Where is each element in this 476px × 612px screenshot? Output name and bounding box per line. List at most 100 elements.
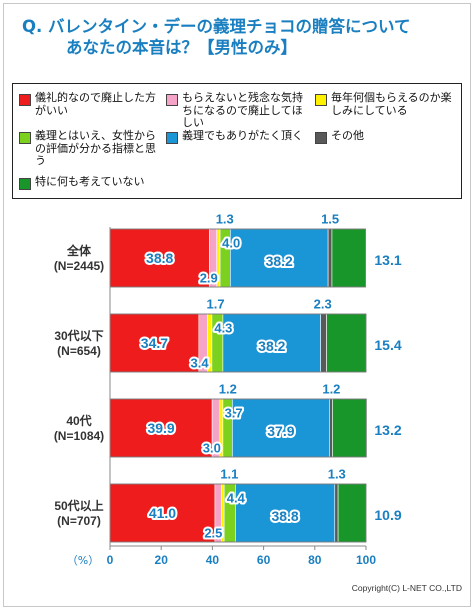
data-label-halo: 1.5 <box>321 212 339 227</box>
bar-segment <box>326 313 367 373</box>
data-label-halo: 1.2 <box>219 382 237 397</box>
data-label-halo: 3.0 <box>203 441 221 456</box>
x-tick-label: 40 <box>206 553 220 567</box>
bar-segment <box>222 313 321 373</box>
x-tick-label: 80 <box>308 553 322 567</box>
bar-segment <box>320 313 327 373</box>
legend-item: 特に何も考えていない <box>19 175 319 190</box>
bar-segment <box>334 483 339 543</box>
x-tick-label: 60 <box>257 553 271 567</box>
data-label-halo: 4.4 <box>227 491 246 506</box>
x-tick-label: 20 <box>155 553 169 567</box>
x-tick-label: 100 <box>356 553 376 567</box>
legend-label: その他 <box>331 129 364 142</box>
data-label: 1.3 <box>328 467 346 482</box>
title-line-2: あなたの本音は？【男性のみ】 <box>66 38 297 57</box>
legend-swatch <box>19 132 31 144</box>
data-label-halo: 3.7 <box>225 406 243 421</box>
data-label: 13.1 <box>374 252 401 268</box>
bar-segment <box>337 483 367 543</box>
data-label-halo: 13.2 <box>374 422 401 438</box>
bar-segment <box>109 483 216 543</box>
legend-label: 儀礼的なので廃止した方がいい <box>35 91 156 117</box>
data-label: 4.4 <box>227 491 246 506</box>
data-label: 38.8 <box>271 508 298 524</box>
data-label-halo: 34.7 <box>141 335 168 351</box>
data-label-halo: 39.9 <box>147 420 174 436</box>
chart-title: Q. バレンタイン・デーの義理チョコの贈答について あなたの本音は？【男性のみ】 <box>22 16 462 58</box>
legend-item: 毎年何個もらえるのか楽しみにしている <box>315 91 455 117</box>
legend-label: もらえないと残念な気持ちになるので廃止してほしい <box>182 91 303 129</box>
data-label: 41.0 <box>149 505 176 521</box>
data-label-halo: 1.2 <box>322 382 340 397</box>
category-label: 50代以上 <box>54 498 103 513</box>
legend-swatch <box>166 132 178 144</box>
bar-segment <box>327 228 333 288</box>
legend-item: その他 <box>315 129 455 144</box>
legend-item: 義理とはいえ、女性からの評価が分かる指標と思う <box>19 129 157 168</box>
data-label-halo: 38.2 <box>266 253 293 269</box>
legend-item: もらえないと残念な気持ちになるので廃止してほしい <box>166 91 309 130</box>
data-label: 4.0 <box>222 236 240 251</box>
legend: 儀礼的なので廃止した方がいい もらえないと残念な気持ちになるので廃止してほしい … <box>12 83 462 199</box>
legend-item: 義理でもありがたく頂く <box>166 129 309 144</box>
data-label: 3.7 <box>225 406 243 421</box>
legend-item: 儀礼的なので廃止した方がいい <box>19 91 157 117</box>
data-label-halo: 41.0 <box>149 505 176 521</box>
data-label-halo: 37.9 <box>267 423 294 439</box>
legend-swatch <box>315 94 327 106</box>
data-label-halo: 2.5 <box>204 526 222 541</box>
bar-segment <box>332 398 367 458</box>
data-label: 13.2 <box>374 422 401 438</box>
legend-swatch <box>315 132 327 144</box>
category-n-label: (N=1084) <box>54 429 104 443</box>
title-line-1: Q. バレンタイン・デーの義理チョコの贈答について <box>22 17 411 36</box>
x-axis-unit-label: （%） <box>67 554 99 567</box>
data-label: 15.4 <box>374 337 401 353</box>
data-label-halo: 2.9 <box>200 271 218 286</box>
bar-segment <box>230 228 329 288</box>
data-label: 39.9 <box>147 420 174 436</box>
data-label: 1.7 <box>206 297 224 312</box>
category-label: 30代以下 <box>54 328 103 343</box>
data-label: 1.2 <box>322 382 340 397</box>
data-label: 1.5 <box>321 212 339 227</box>
data-label: 10.9 <box>374 507 401 523</box>
data-label-halo: 4.3 <box>214 321 232 336</box>
data-label: 38.8 <box>146 250 173 266</box>
category-n-label: (N=2445) <box>54 259 104 273</box>
data-label: 3.4 <box>190 356 209 371</box>
data-label-halo: 15.4 <box>374 337 401 353</box>
data-label: 4.3 <box>214 321 232 336</box>
x-tick-label: 0 <box>107 553 114 567</box>
data-label: 2.3 <box>314 297 332 312</box>
data-label: 34.7 <box>141 335 168 351</box>
bar-segment <box>109 398 213 458</box>
data-label-halo: 38.8 <box>271 508 298 524</box>
data-label: 2.9 <box>200 271 218 286</box>
data-label-halo: 1.3 <box>328 467 346 482</box>
legend-label: 義理とはいえ、女性からの評価が分かる指標と思う <box>35 129 156 167</box>
data-label-halo: 1.1 <box>220 467 238 482</box>
data-label: 1.3 <box>216 212 234 227</box>
data-label: 1.2 <box>219 382 237 397</box>
data-label-halo: 13.1 <box>374 252 401 268</box>
data-label-halo: 4.0 <box>222 236 240 251</box>
data-label-halo: 1.7 <box>206 297 224 312</box>
bar-segment <box>235 483 336 543</box>
category-label: 40代 <box>66 413 91 428</box>
category-n-label: (N=707) <box>57 514 101 528</box>
bar-segment <box>329 398 333 458</box>
bar-segment <box>331 228 366 288</box>
bar-segment <box>109 228 210 288</box>
legend-label: 毎年何個もらえるのか楽しみにしている <box>331 91 452 117</box>
data-label: 38.2 <box>266 253 293 269</box>
legend-swatch <box>19 94 31 106</box>
category-label: 全体 <box>66 243 92 258</box>
data-label: 38.2 <box>258 338 285 354</box>
category-n-label: (N=654) <box>57 344 101 358</box>
data-label: 2.5 <box>204 526 222 541</box>
data-label-halo: 38.8 <box>146 250 173 266</box>
data-label-halo: 38.2 <box>258 338 285 354</box>
